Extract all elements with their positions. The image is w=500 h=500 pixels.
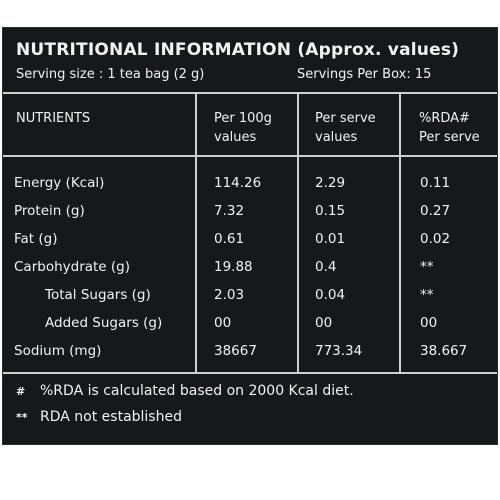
footnote-rda-basis: # %RDA is calculated based on 2000 Kcal d… xyxy=(16,383,354,399)
footnote-mark: # xyxy=(16,385,26,398)
panel-title: NUTRITIONAL INFORMATION (Approx. values) xyxy=(16,40,460,60)
row-rda: ** xyxy=(420,259,434,275)
row-perserve: 0.04 xyxy=(315,287,346,303)
row-per100g: 7.32 xyxy=(214,203,245,219)
header-per100g-line2: values xyxy=(214,130,257,145)
row-name: Carbohydrate (g) xyxy=(14,259,131,275)
row-rda: ** xyxy=(420,287,434,303)
column-divider-1 xyxy=(195,92,197,374)
column-divider-2 xyxy=(297,92,299,374)
row-name: Sodium (mg) xyxy=(14,343,102,359)
footnote-text: %RDA is calculated based on 2000 Kcal di… xyxy=(40,383,354,399)
row-perserve: 0.4 xyxy=(315,259,337,275)
row-per100g: 114.26 xyxy=(214,175,262,191)
header-per100g-line1: Per 100g xyxy=(214,111,272,126)
row-rda: 0.11 xyxy=(420,175,451,191)
nutrition-panel: NUTRITIONAL INFORMATION (Approx. values)… xyxy=(2,27,498,445)
header-perserve-line1: Per serve xyxy=(315,111,376,126)
row-perserve: 2.29 xyxy=(315,175,346,191)
row-name: Energy (Kcal) xyxy=(14,175,105,191)
serving-size: Serving size : 1 tea bag (2 g) xyxy=(16,67,205,82)
row-name: Added Sugars (g) xyxy=(45,315,163,331)
row-rda: 0.27 xyxy=(420,203,451,219)
row-rda: 38.667 xyxy=(420,343,468,359)
row-per100g: 0.61 xyxy=(214,231,245,247)
row-name: Fat (g) xyxy=(14,231,58,247)
column-divider-3 xyxy=(399,92,401,374)
servings-per-box: Servings Per Box: 15 xyxy=(297,67,432,82)
header-rda-line2: Per serve xyxy=(419,130,480,145)
row-perserve: 0.01 xyxy=(315,231,346,247)
row-rda: 0.02 xyxy=(420,231,451,247)
row-name: Total Sugars (g) xyxy=(45,287,151,303)
header-perserve-line2: values xyxy=(315,130,358,145)
row-per100g: 19.88 xyxy=(214,259,253,275)
footnote-mark: ** xyxy=(16,411,28,424)
rule-below-serving xyxy=(3,92,497,94)
footnote-text: RDA not established xyxy=(40,409,182,425)
rule-below-header xyxy=(3,155,497,157)
header-nutrients: NUTRIENTS xyxy=(16,111,91,126)
footnote-rda-not-established: ** RDA not established xyxy=(16,409,182,425)
row-rda: 00 xyxy=(420,315,438,331)
row-per100g: 2.03 xyxy=(214,287,245,303)
row-name: Protein (g) xyxy=(14,203,85,219)
row-per100g: 00 xyxy=(214,315,232,331)
row-perserve: 773.34 xyxy=(315,343,363,359)
row-perserve: 0.15 xyxy=(315,203,346,219)
row-per100g: 38667 xyxy=(214,343,257,359)
header-rda-line1: %RDA# xyxy=(419,111,470,126)
rule-above-footnotes xyxy=(3,372,497,374)
row-perserve: 00 xyxy=(315,315,333,331)
